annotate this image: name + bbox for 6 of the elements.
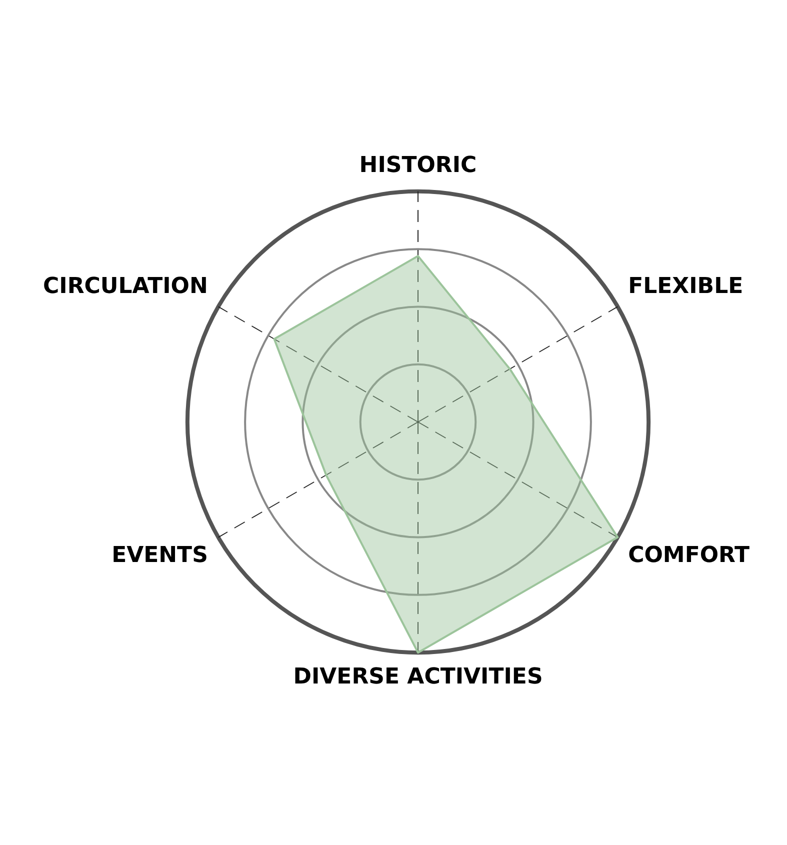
spoke-label: COMFORT <box>628 543 750 568</box>
spoke-label: EVENTS <box>112 543 208 568</box>
spoke-label: CIRCULATION <box>42 274 208 300</box>
spoke-label: DIVERSE ACTIVITIES <box>293 664 543 690</box>
spoke-label: FLEXIBLE <box>628 274 744 300</box>
spoke-label: HISTORIC <box>359 152 477 178</box>
